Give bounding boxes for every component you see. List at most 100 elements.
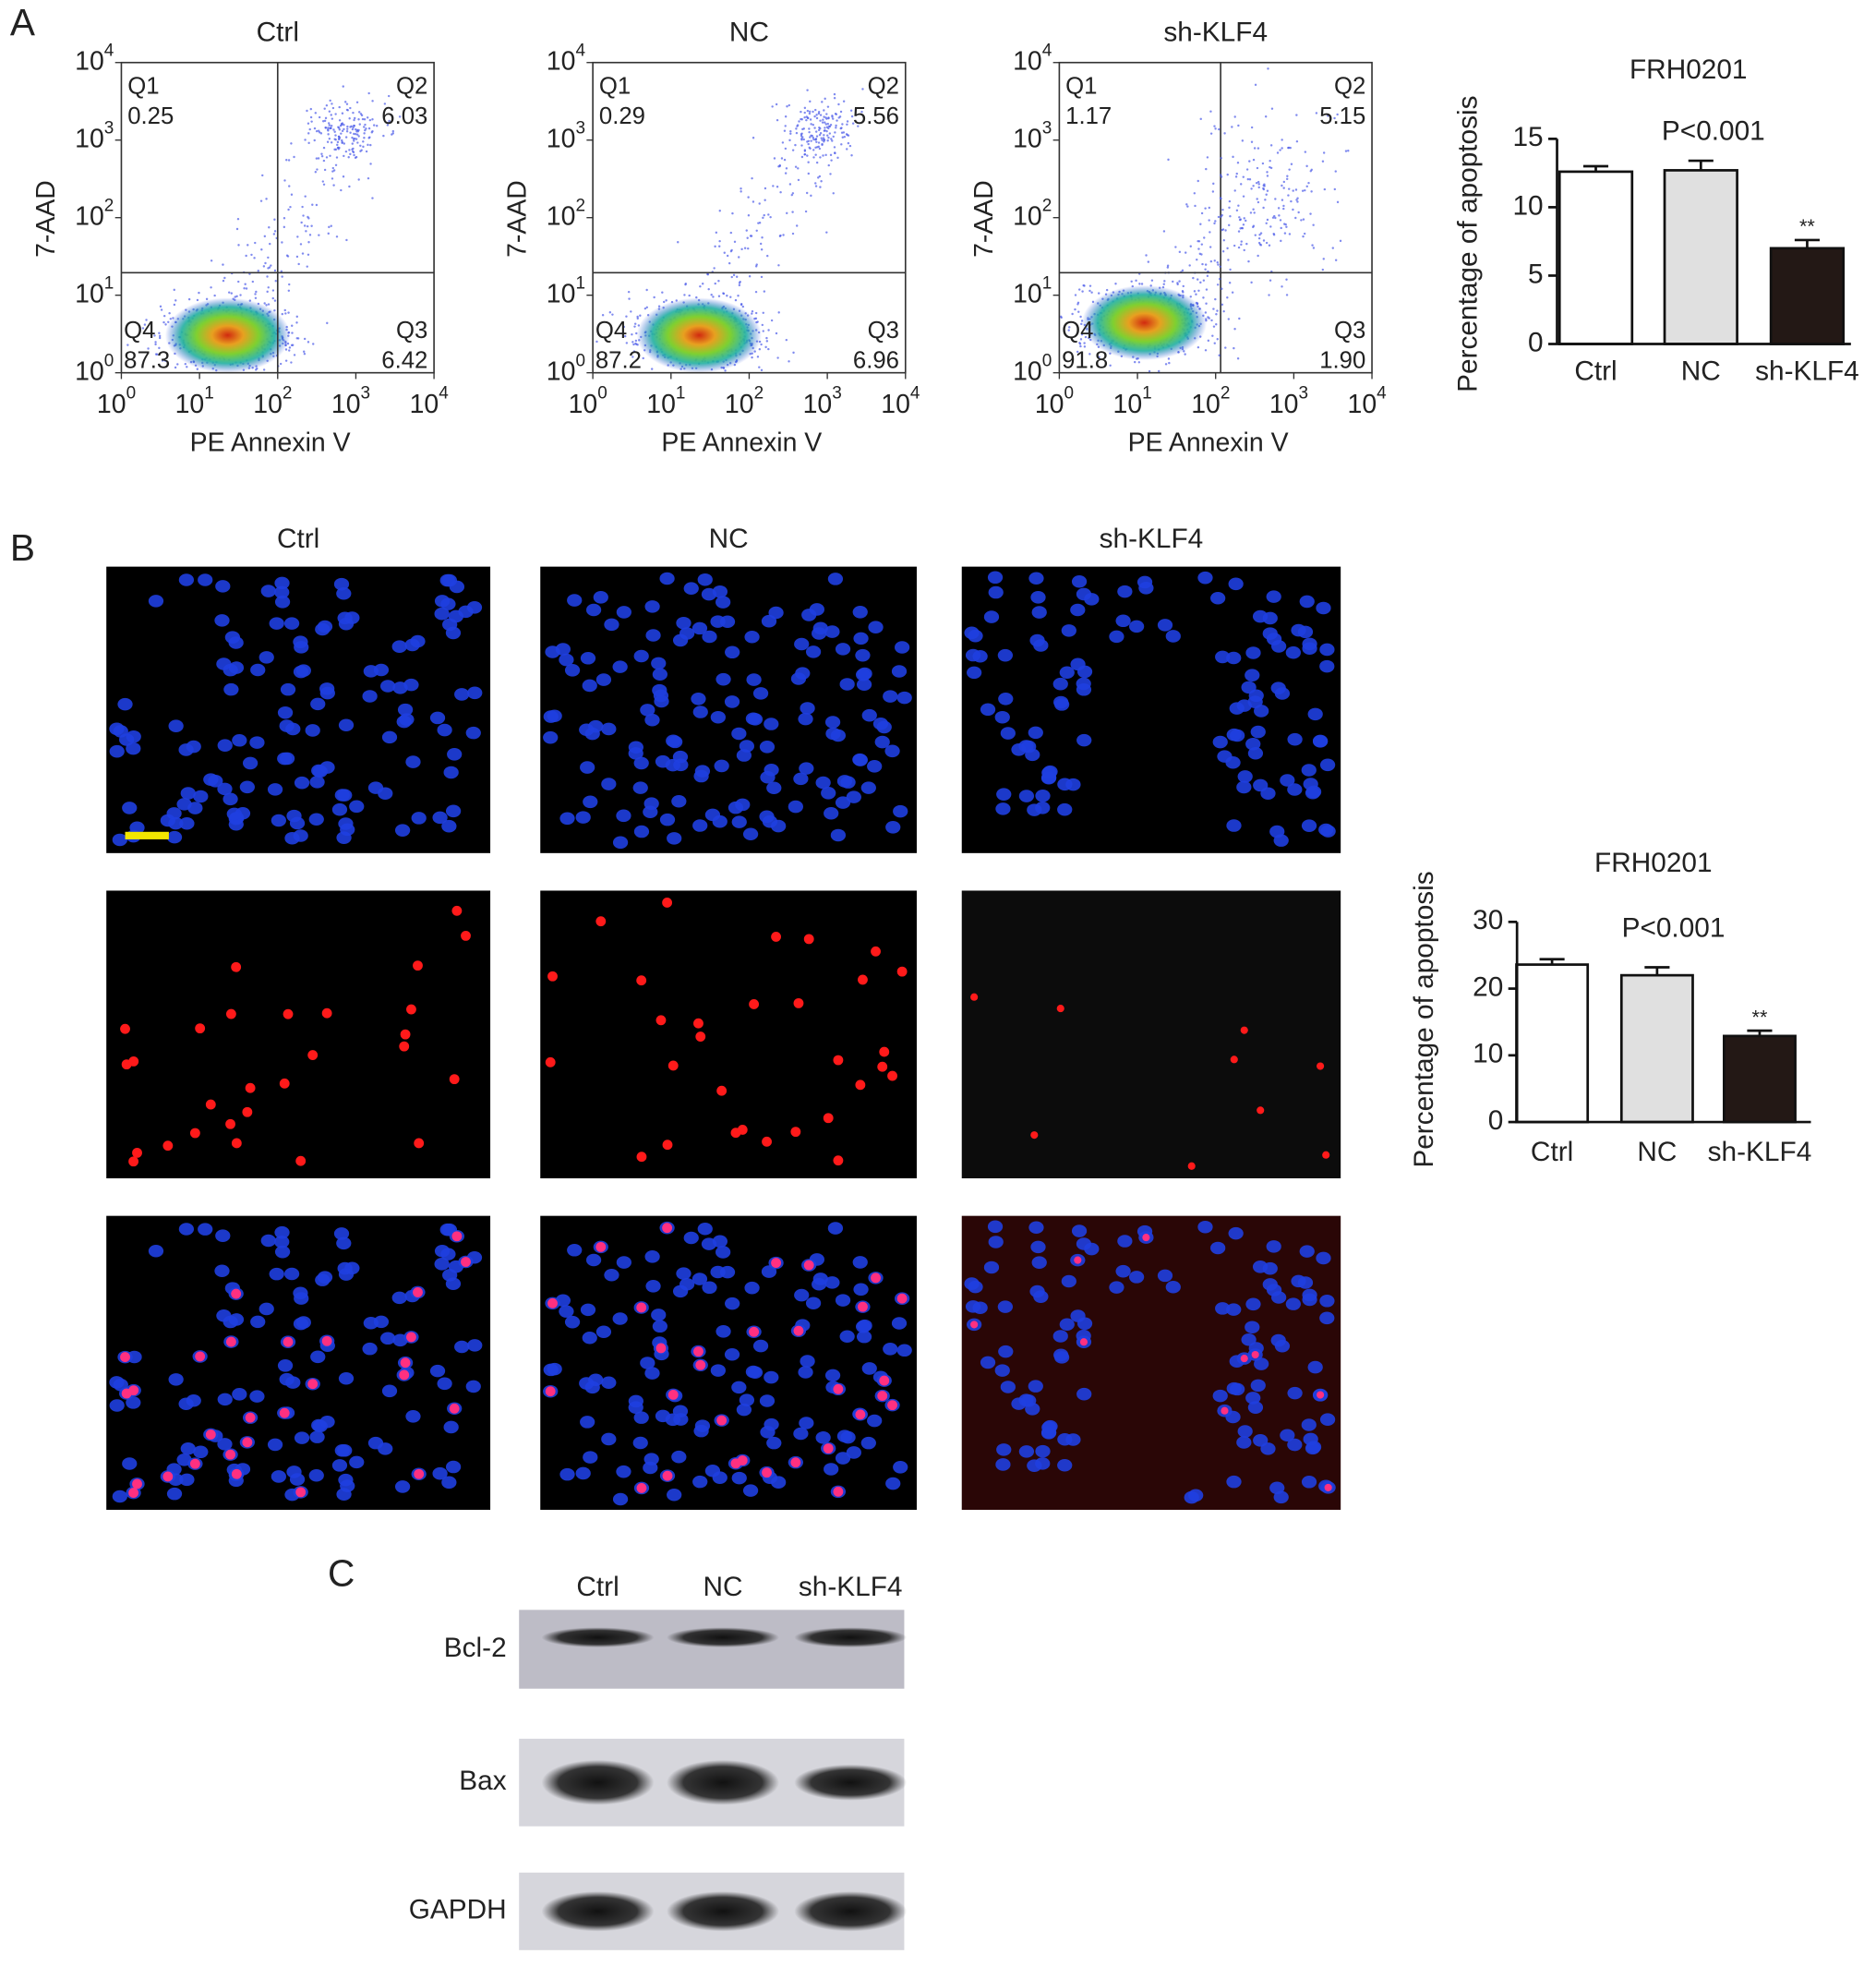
quadrant-value: 1.17 — [1065, 103, 1112, 129]
nucleus — [1287, 1438, 1303, 1452]
nucleus — [319, 1415, 335, 1429]
event-dot — [812, 138, 815, 141]
event-dot — [271, 289, 275, 292]
tunel-positive — [749, 1326, 760, 1337]
event-dot — [1280, 239, 1282, 243]
event-dot — [243, 287, 246, 290]
event-dot — [760, 343, 763, 346]
nucleus — [1312, 735, 1329, 748]
event-dot — [368, 118, 372, 122]
nucleus — [1025, 1403, 1040, 1416]
tunel-positive — [283, 1336, 294, 1347]
nucleus — [1011, 743, 1027, 756]
event-dot — [823, 134, 825, 137]
tick-base: 10 — [569, 389, 598, 418]
event-dot — [310, 120, 313, 123]
event-dot — [818, 126, 821, 129]
nucleus — [746, 673, 762, 686]
tunel-positive — [406, 1004, 416, 1015]
event-dot — [375, 125, 379, 127]
event-dot — [1237, 204, 1240, 207]
event-dot — [1281, 199, 1284, 201]
tick-exponent: 3 — [104, 119, 114, 139]
quadrant-value: 0.29 — [599, 103, 645, 129]
tunel-positive — [858, 974, 868, 985]
image-background — [961, 890, 1341, 1179]
event-dot — [729, 296, 732, 298]
event-dot — [338, 105, 341, 109]
y-tick-label: 0 — [1528, 327, 1544, 357]
nucleus — [640, 704, 655, 717]
event-dot — [1201, 262, 1204, 266]
tick-exponent: 4 — [575, 42, 585, 61]
event-dot — [713, 267, 716, 270]
annotation: P<0.001 — [1622, 912, 1726, 943]
nucleus — [399, 713, 415, 726]
event-dot — [1216, 260, 1219, 264]
event-dot — [310, 224, 313, 227]
event-dot — [307, 341, 310, 344]
quadrant-name: Q3 — [868, 318, 899, 344]
event-dot — [254, 296, 258, 300]
event-dot — [289, 205, 292, 209]
nucleus — [403, 678, 419, 692]
event-dot — [341, 112, 344, 115]
nucleus — [1237, 770, 1253, 783]
event-dot — [342, 175, 345, 178]
event-dot — [717, 295, 721, 297]
event-dot — [1209, 231, 1211, 234]
flow-plot: NCQ10.29Q25.56Q36.96Q487.210010010110110… — [503, 17, 1221, 457]
event-dot — [1133, 360, 1136, 364]
event-dot — [1269, 225, 1272, 228]
tunel-positive — [295, 1487, 307, 1498]
event-dot — [315, 203, 319, 207]
event-dot — [1239, 183, 1243, 186]
blot-band — [794, 1891, 908, 1932]
event-dot — [324, 116, 328, 120]
nucleus — [983, 1260, 1000, 1274]
event-dot — [623, 334, 627, 338]
event-dot — [1147, 260, 1150, 263]
nucleus — [643, 797, 659, 810]
event-dot — [353, 132, 355, 136]
nucleus — [704, 808, 721, 822]
event-dot — [350, 125, 353, 128]
tunel-positive — [413, 960, 423, 971]
event-dot — [349, 106, 352, 110]
event-dot — [290, 361, 293, 364]
nucleus — [632, 1436, 648, 1450]
nucleus — [667, 832, 682, 845]
event-dot — [800, 144, 803, 147]
event-dot — [1214, 220, 1217, 223]
event-dot — [346, 127, 349, 130]
event-dot — [309, 115, 313, 119]
event-dot — [729, 249, 733, 253]
nucleus — [217, 1393, 233, 1406]
tunel-positive — [225, 1449, 235, 1460]
event-dot — [284, 312, 287, 315]
event-dot — [391, 129, 395, 133]
nucleus — [1061, 1274, 1076, 1288]
event-dot — [367, 137, 370, 139]
nucleus — [644, 1250, 660, 1263]
event-dot — [636, 315, 639, 319]
event-dot — [341, 129, 344, 133]
event-dot — [800, 132, 803, 135]
nucleus — [434, 1258, 450, 1271]
event-dot — [824, 129, 826, 132]
tunel-positive — [205, 1099, 216, 1110]
nucleus — [222, 1315, 238, 1329]
nucleus — [846, 1446, 861, 1459]
nucleus — [805, 1297, 822, 1309]
nucleus — [467, 1339, 483, 1352]
event-dot — [776, 186, 779, 188]
tunel-positive — [695, 1031, 706, 1042]
nucleus — [968, 629, 983, 643]
nucleus — [794, 1288, 810, 1302]
nucleus — [1053, 698, 1070, 711]
event-dot — [784, 172, 788, 175]
event-dot — [1204, 263, 1208, 266]
tunel-positive — [120, 1023, 130, 1034]
nucleus — [716, 672, 731, 686]
event-dot — [783, 158, 787, 162]
